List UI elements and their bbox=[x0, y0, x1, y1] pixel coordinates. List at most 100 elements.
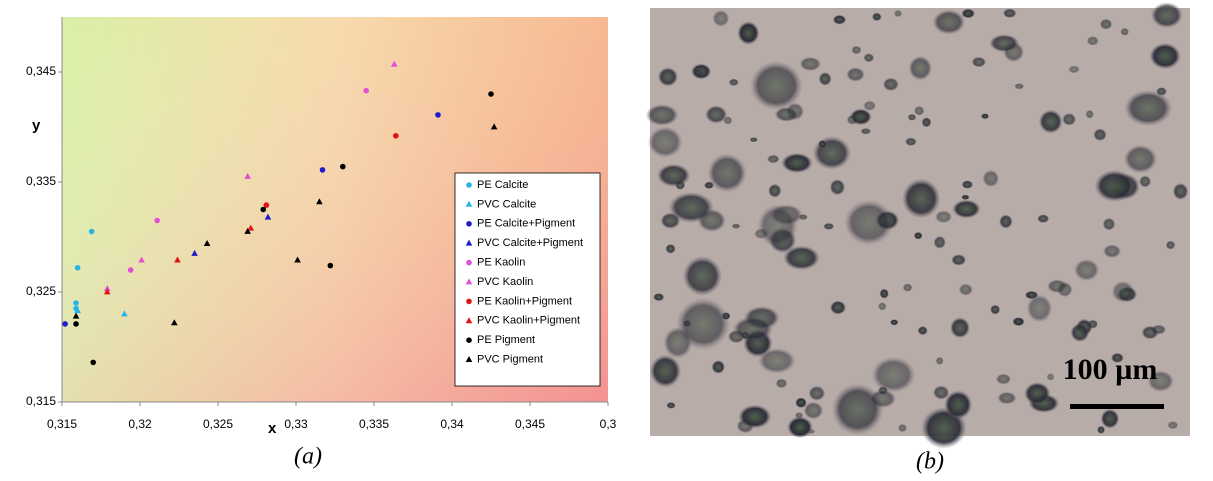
particle bbox=[738, 405, 771, 429]
x-tick-label: 0,32 bbox=[128, 417, 152, 431]
particle bbox=[989, 34, 1019, 52]
particle bbox=[1025, 291, 1039, 300]
particle bbox=[1100, 19, 1113, 30]
particle bbox=[982, 170, 999, 187]
particle bbox=[914, 232, 923, 240]
particle bbox=[742, 331, 750, 339]
particle bbox=[1120, 28, 1129, 36]
particle bbox=[693, 69, 703, 75]
particle bbox=[750, 137, 758, 142]
particle bbox=[665, 244, 675, 254]
particle bbox=[666, 402, 675, 409]
x-tick-label: 0,33 bbox=[284, 417, 308, 431]
legend-label: PE Pigment bbox=[477, 334, 535, 346]
point bbox=[340, 164, 346, 170]
point bbox=[73, 300, 79, 306]
y-tick-label: 0,315 bbox=[26, 394, 56, 408]
particle bbox=[648, 126, 683, 158]
legend-label: PVC Kaolin bbox=[477, 276, 533, 288]
particle bbox=[768, 184, 781, 198]
particle bbox=[712, 10, 729, 27]
particle bbox=[871, 357, 915, 393]
particle bbox=[933, 236, 945, 249]
particle bbox=[767, 155, 780, 164]
particle bbox=[1003, 8, 1017, 18]
legend-label: PVC Calcite bbox=[477, 198, 536, 210]
particle bbox=[1094, 170, 1135, 202]
particle bbox=[781, 153, 813, 173]
particle bbox=[1047, 373, 1055, 380]
particle bbox=[908, 114, 917, 121]
legend-marker bbox=[466, 182, 472, 188]
particle bbox=[1166, 241, 1176, 250]
particle bbox=[1101, 409, 1120, 429]
particle bbox=[860, 128, 871, 134]
legend-marker bbox=[466, 299, 472, 305]
particle bbox=[650, 354, 682, 387]
panel-label: (b) bbox=[916, 449, 944, 475]
legend-marker bbox=[466, 337, 472, 343]
scale-bar bbox=[1070, 404, 1164, 409]
particle bbox=[951, 254, 966, 266]
legend-label: PE Kaolin bbox=[477, 257, 525, 269]
particle bbox=[872, 13, 882, 22]
particle bbox=[830, 179, 846, 195]
particle bbox=[932, 10, 965, 35]
particle bbox=[795, 397, 807, 408]
point bbox=[128, 267, 134, 273]
particle bbox=[1093, 128, 1106, 141]
particle bbox=[883, 77, 899, 91]
x-axis-label: x bbox=[268, 420, 277, 437]
particle bbox=[1062, 113, 1076, 126]
y-tick-label: 0,345 bbox=[26, 64, 56, 78]
particle bbox=[962, 180, 974, 189]
particle bbox=[950, 317, 970, 338]
point bbox=[62, 321, 68, 327]
point bbox=[73, 321, 79, 327]
point bbox=[363, 88, 369, 94]
particle bbox=[833, 15, 846, 25]
particle bbox=[851, 46, 861, 55]
particle bbox=[668, 192, 714, 223]
particle bbox=[952, 200, 981, 219]
particle bbox=[961, 195, 969, 200]
particle bbox=[1085, 110, 1093, 119]
particle bbox=[653, 293, 664, 301]
particle bbox=[1087, 36, 1099, 46]
particle bbox=[1124, 90, 1172, 126]
particle bbox=[732, 223, 741, 228]
particle bbox=[996, 374, 1011, 385]
particle bbox=[999, 214, 1013, 228]
particle bbox=[1068, 65, 1080, 73]
point bbox=[488, 91, 494, 97]
legend-label: PE Calcite bbox=[477, 179, 528, 191]
particle bbox=[1173, 183, 1189, 200]
particle bbox=[1012, 317, 1024, 326]
particle bbox=[707, 153, 746, 192]
particle bbox=[936, 357, 944, 365]
particle bbox=[658, 67, 678, 86]
particle bbox=[918, 326, 928, 335]
particle bbox=[1014, 83, 1024, 89]
particle bbox=[961, 9, 975, 19]
particle bbox=[1141, 326, 1158, 340]
particle bbox=[903, 283, 913, 292]
particle bbox=[1103, 218, 1116, 231]
particle bbox=[847, 115, 858, 125]
x-tick-label: 0,345 bbox=[515, 417, 545, 431]
particle bbox=[776, 378, 788, 388]
particle bbox=[1139, 175, 1151, 187]
x-tick-label: 0,34 bbox=[440, 417, 464, 431]
particle bbox=[683, 256, 722, 296]
point bbox=[393, 133, 399, 139]
particle bbox=[729, 79, 739, 86]
particle bbox=[1074, 259, 1100, 281]
particle bbox=[813, 136, 851, 170]
particle bbox=[819, 72, 832, 86]
legend-label: PVC Pigment bbox=[477, 354, 543, 366]
particle bbox=[863, 53, 874, 62]
particle bbox=[1151, 2, 1183, 28]
x-tick-label: 0,325 bbox=[203, 417, 233, 431]
particle bbox=[737, 21, 759, 45]
point bbox=[90, 360, 96, 366]
